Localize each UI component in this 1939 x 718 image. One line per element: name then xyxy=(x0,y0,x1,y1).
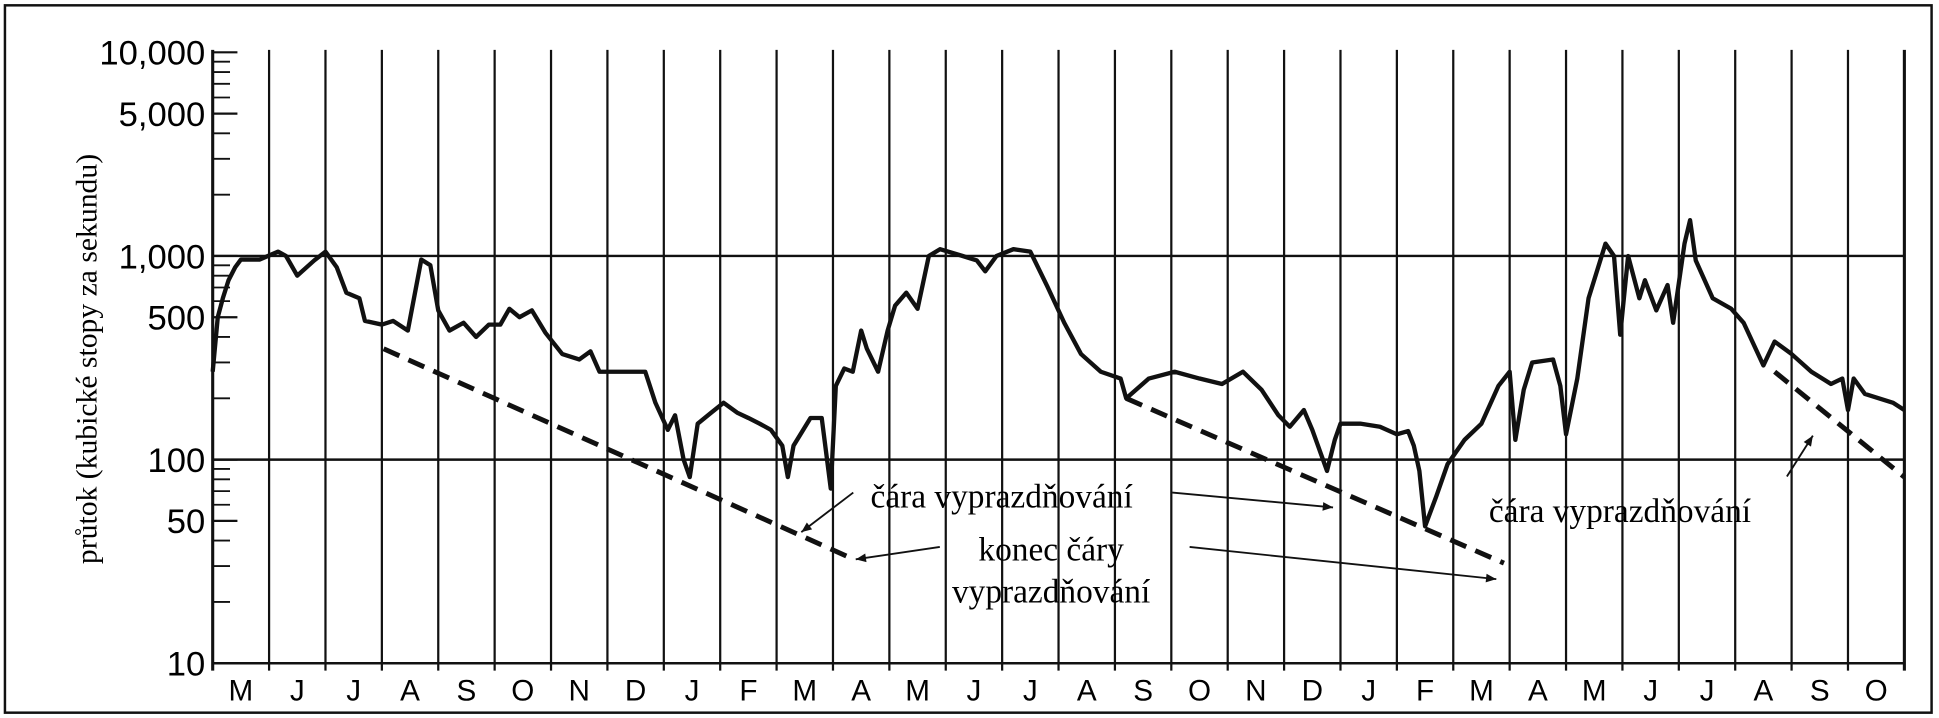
y-axis-label: průtok (kubické stopy za sekundu) xyxy=(71,154,103,564)
arrow-head xyxy=(1803,435,1813,447)
x-tick-label: M xyxy=(1469,674,1494,707)
x-tick-label: D xyxy=(625,674,646,707)
recession-line xyxy=(1773,369,1906,480)
annotation-arrow xyxy=(855,546,940,561)
x-tick-label: S xyxy=(457,674,477,707)
y-tick-label: 10 xyxy=(167,646,206,684)
x-tick-label: A xyxy=(1528,674,1548,707)
annotation: čára vyprazdňování xyxy=(871,478,1133,515)
x-tick-label: D xyxy=(1302,674,1323,707)
x-tick-label: N xyxy=(1245,674,1266,707)
annotation: konec čáry xyxy=(978,532,1124,569)
flow-line xyxy=(210,217,1906,529)
arrow-head xyxy=(1322,502,1334,511)
x-tick-label: A xyxy=(1077,674,1097,707)
y-tick-label: 50 xyxy=(167,503,206,541)
x-tick-label: N xyxy=(569,674,590,707)
arrow-head xyxy=(1485,573,1497,583)
y-tick-label: 1,000 xyxy=(119,238,206,276)
x-tick-label: J xyxy=(1361,674,1376,707)
recession-line xyxy=(1125,396,1505,566)
x-tick-label: J xyxy=(685,674,700,707)
annotation-arrow xyxy=(1172,491,1334,509)
annotation-arrow xyxy=(800,491,854,533)
x-tick-label: A xyxy=(1754,674,1774,707)
x-tick-label: O xyxy=(1865,674,1888,707)
x-tick-label: J xyxy=(346,674,361,707)
annotation-arrow xyxy=(1189,546,1497,581)
y-tick-label: 100 xyxy=(148,442,206,480)
x-tick-label: J xyxy=(967,674,982,707)
x-tick-label: J xyxy=(290,674,305,707)
x-tick-label: O xyxy=(511,674,534,707)
x-tick-label: J xyxy=(1023,674,1038,707)
x-tick-label: F xyxy=(739,674,757,707)
arrow-head xyxy=(801,522,813,533)
y-tick-label: 10,000 xyxy=(99,35,205,73)
x-tick-label: M xyxy=(905,674,930,707)
y-tick-label: 5,000 xyxy=(119,96,206,134)
x-tick-label: S xyxy=(1133,674,1153,707)
x-tick-label: A xyxy=(851,674,871,707)
annotation: vyprazdňování xyxy=(952,574,1150,611)
x-tick-label: A xyxy=(400,674,420,707)
x-tick-label: J xyxy=(1643,674,1658,707)
arrow-head xyxy=(855,553,867,563)
y-tick-label: 500 xyxy=(148,300,206,338)
x-tick-label: M xyxy=(1582,674,1607,707)
x-tick-label: F xyxy=(1416,674,1434,707)
annotation: čára vyprazdňování xyxy=(1489,493,1751,530)
recession-line xyxy=(382,346,851,560)
x-tick-label: M xyxy=(792,674,817,707)
frame xyxy=(3,4,1933,714)
x-tick-label: S xyxy=(1810,674,1830,707)
x-tick-label: O xyxy=(1188,674,1211,707)
x-tick-label: J xyxy=(1700,674,1715,707)
x-tick-label: M xyxy=(229,674,254,707)
